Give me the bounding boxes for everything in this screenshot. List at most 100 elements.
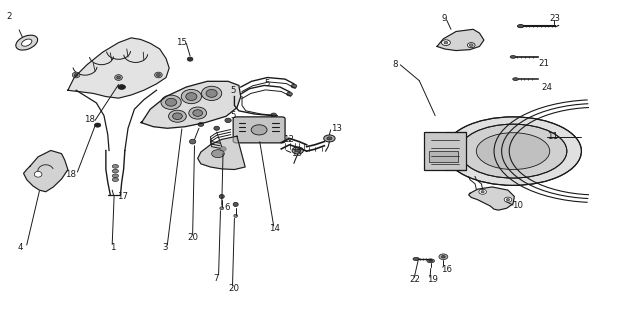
Ellipse shape [198, 123, 204, 126]
Text: 2: 2 [6, 12, 12, 21]
Text: 5: 5 [264, 79, 270, 88]
Ellipse shape [220, 147, 226, 151]
Ellipse shape [156, 74, 160, 76]
Ellipse shape [467, 43, 475, 48]
Text: 20: 20 [228, 284, 239, 293]
Ellipse shape [212, 150, 225, 158]
Circle shape [476, 133, 550, 170]
Ellipse shape [112, 178, 118, 181]
Ellipse shape [202, 86, 222, 100]
Text: 19: 19 [427, 276, 438, 284]
Ellipse shape [172, 113, 183, 120]
Ellipse shape [214, 126, 219, 130]
Ellipse shape [441, 40, 450, 45]
Polygon shape [469, 187, 515, 210]
Circle shape [445, 117, 581, 185]
Text: 12: 12 [283, 135, 294, 144]
Ellipse shape [206, 90, 217, 97]
Ellipse shape [165, 98, 177, 106]
Ellipse shape [251, 125, 267, 135]
Ellipse shape [287, 92, 293, 96]
Ellipse shape [95, 123, 100, 127]
Ellipse shape [506, 198, 509, 201]
Ellipse shape [504, 197, 512, 202]
Text: 3: 3 [163, 243, 169, 252]
Text: 9: 9 [441, 14, 447, 23]
Polygon shape [68, 38, 169, 98]
Ellipse shape [233, 202, 238, 206]
Text: 24: 24 [541, 83, 552, 92]
Ellipse shape [291, 84, 297, 88]
Text: 22: 22 [410, 276, 421, 284]
Ellipse shape [469, 44, 473, 46]
Ellipse shape [187, 57, 193, 61]
Ellipse shape [16, 35, 38, 50]
Ellipse shape [190, 139, 196, 144]
Ellipse shape [169, 110, 186, 122]
Text: 6: 6 [225, 203, 230, 212]
Polygon shape [141, 81, 241, 128]
Ellipse shape [116, 76, 120, 79]
Text: 18: 18 [84, 115, 95, 124]
Ellipse shape [155, 72, 162, 78]
Ellipse shape [181, 89, 202, 104]
Ellipse shape [444, 41, 448, 44]
Ellipse shape [73, 72, 80, 78]
Ellipse shape [34, 172, 42, 177]
Ellipse shape [219, 195, 225, 198]
Ellipse shape [439, 254, 448, 260]
Text: 15: 15 [176, 38, 187, 47]
Ellipse shape [327, 137, 332, 140]
Ellipse shape [513, 78, 518, 81]
Text: 5: 5 [231, 86, 236, 95]
Ellipse shape [441, 255, 445, 258]
Text: 18: 18 [65, 170, 76, 179]
FancyBboxPatch shape [233, 117, 285, 143]
Ellipse shape [479, 189, 487, 194]
Ellipse shape [74, 74, 78, 76]
Text: 11: 11 [547, 132, 558, 141]
Text: 13: 13 [331, 124, 342, 133]
Ellipse shape [295, 149, 300, 152]
Ellipse shape [114, 75, 122, 80]
Ellipse shape [324, 135, 335, 142]
Text: 21: 21 [538, 59, 550, 68]
Ellipse shape [413, 257, 419, 260]
Ellipse shape [186, 92, 197, 100]
FancyBboxPatch shape [424, 132, 466, 170]
Ellipse shape [112, 174, 118, 178]
Ellipse shape [161, 95, 181, 109]
Polygon shape [198, 136, 245, 170]
Ellipse shape [429, 260, 432, 262]
Text: 1: 1 [110, 243, 116, 252]
Ellipse shape [427, 259, 434, 263]
Text: 5: 5 [231, 111, 236, 120]
Text: 8: 8 [392, 60, 398, 69]
Ellipse shape [118, 85, 125, 89]
Polygon shape [24, 150, 68, 192]
Text: 23: 23 [549, 14, 560, 23]
Text: 14: 14 [268, 224, 280, 233]
Ellipse shape [22, 39, 32, 46]
Ellipse shape [518, 25, 524, 28]
Text: 13: 13 [291, 149, 302, 158]
Text: 17: 17 [116, 192, 128, 201]
Ellipse shape [193, 110, 202, 116]
FancyBboxPatch shape [429, 151, 458, 162]
Ellipse shape [189, 107, 207, 119]
Ellipse shape [271, 113, 277, 117]
Ellipse shape [510, 55, 516, 58]
Ellipse shape [220, 207, 224, 210]
Text: 16: 16 [441, 265, 452, 274]
Ellipse shape [112, 169, 118, 173]
Text: 10: 10 [512, 202, 523, 211]
Text: 20: 20 [187, 233, 198, 242]
Text: 4: 4 [17, 243, 23, 252]
Circle shape [459, 124, 567, 178]
Text: 7: 7 [214, 274, 219, 283]
Polygon shape [437, 29, 484, 51]
Ellipse shape [234, 214, 238, 217]
Ellipse shape [292, 147, 303, 154]
Ellipse shape [225, 118, 232, 123]
Ellipse shape [481, 191, 484, 193]
